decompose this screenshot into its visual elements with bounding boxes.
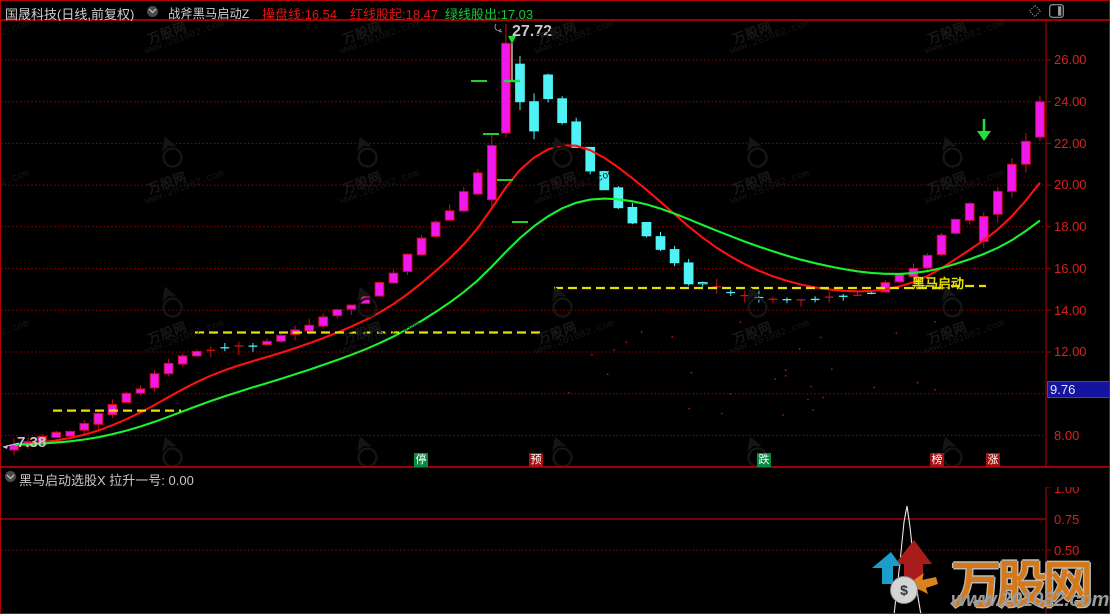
- svg-text:$: $: [900, 582, 908, 598]
